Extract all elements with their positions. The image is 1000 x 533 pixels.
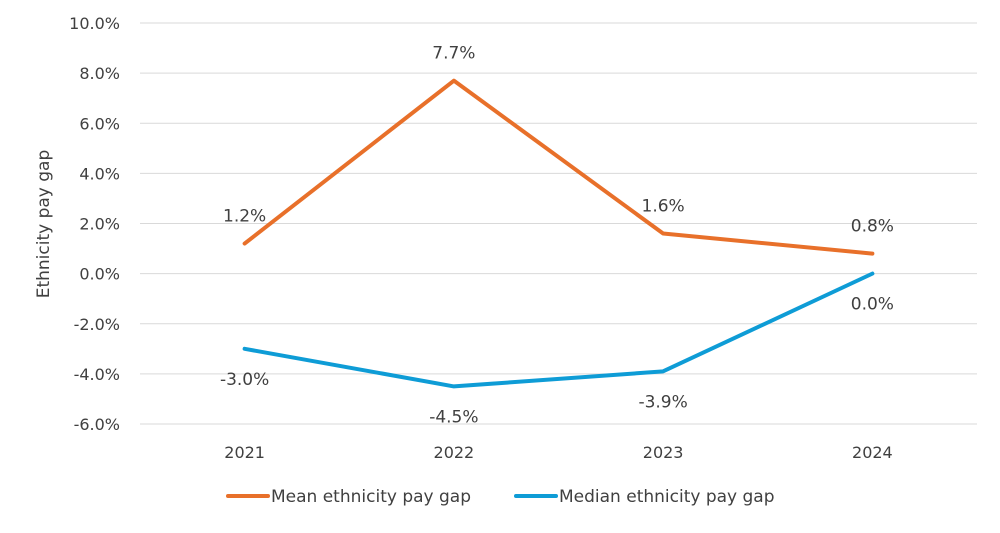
y-tick-label: -6.0% — [74, 415, 120, 434]
legend-label: Mean ethnicity pay gap — [271, 487, 471, 507]
legend-label: Median ethnicity pay gap — [559, 487, 775, 507]
data-label: 1.2% — [223, 207, 266, 227]
data-label: -3.9% — [638, 392, 687, 412]
y-tick-label: 8.0% — [79, 64, 120, 83]
data-label: 1.6% — [642, 197, 685, 217]
series-line-median — [242, 271, 875, 389]
y-tick-label: 6.0% — [79, 114, 120, 133]
data-label: 7.7% — [432, 44, 475, 64]
x-tick-label: 2024 — [852, 443, 893, 462]
data-label: 0.0% — [851, 295, 894, 315]
data-label: 0.8% — [851, 217, 894, 237]
series-line-mean — [242, 78, 875, 256]
x-tick-label: 2021 — [224, 443, 265, 462]
y-tick-label: -2.0% — [74, 315, 120, 334]
y-tick-label: 2.0% — [79, 215, 120, 234]
y-tick-label: 0.0% — [79, 265, 120, 284]
x-tick-label: 2022 — [434, 443, 475, 462]
y-tick-label: 4.0% — [79, 164, 120, 183]
y-axis-title: Ethnicity pay gap — [34, 150, 54, 299]
data-label: -3.0% — [220, 370, 269, 390]
y-tick-label: 10.0% — [69, 14, 120, 33]
data-label: -4.5% — [429, 407, 478, 427]
y-tick-label: -4.0% — [74, 365, 120, 384]
x-tick-label: 2023 — [643, 443, 684, 462]
